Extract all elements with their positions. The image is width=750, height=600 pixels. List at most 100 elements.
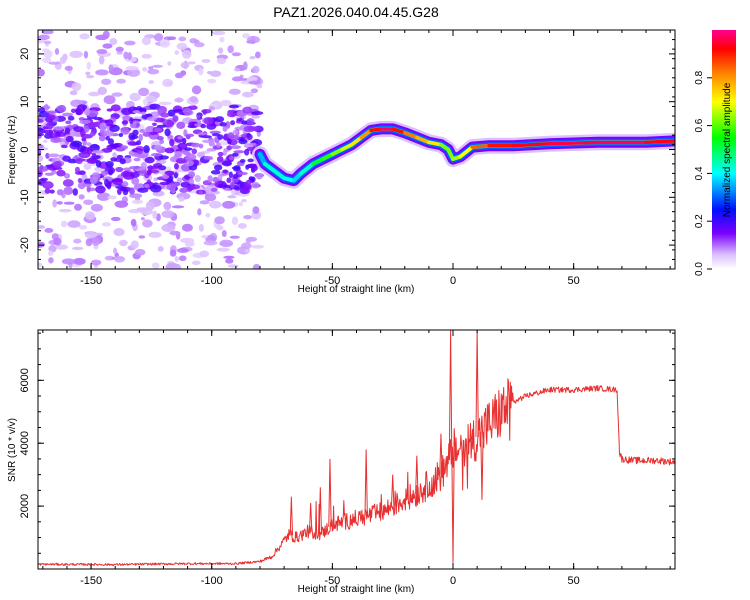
spectrogram-noise-blob bbox=[158, 101, 172, 106]
spectrogram-noise-blob bbox=[111, 92, 123, 97]
spectrogram-noise-blob bbox=[77, 177, 83, 184]
spectrogram-noise-blob bbox=[197, 208, 202, 216]
spectrogram-noise-blob bbox=[112, 177, 123, 186]
spectrogram-noise-blob bbox=[96, 49, 108, 55]
spectrogram-noise-blob bbox=[120, 127, 130, 135]
spectrogram-noise-blob bbox=[148, 66, 154, 70]
spectrogram-noise-blob bbox=[38, 34, 50, 40]
spectrogram-noise-blob bbox=[151, 262, 160, 269]
spectrogram-ridge-segment bbox=[330, 147, 344, 157]
spectrogram-noise-blob bbox=[46, 110, 58, 114]
spectrogram-noise-blob bbox=[147, 68, 160, 75]
spectrogram-noise-blob bbox=[115, 166, 124, 173]
spectrogram-noise-blob bbox=[139, 129, 146, 133]
spectrogram-noise-blob bbox=[38, 118, 44, 123]
spectrogram-noise-blob bbox=[244, 249, 251, 253]
spectrogram-noise-blob bbox=[236, 117, 243, 122]
spectrogram-noise-blob bbox=[227, 109, 234, 115]
spectrogram-noise-blob bbox=[252, 264, 261, 269]
colorbar-tick-label: 0.2 bbox=[694, 214, 705, 228]
spectrogram-noise-blob bbox=[44, 227, 54, 233]
spectrogram-noise-blob bbox=[107, 195, 117, 200]
spectrogram-noise-blob bbox=[219, 239, 234, 248]
spectrogram-noise-blob bbox=[38, 128, 46, 134]
spectrogram-noise-blob bbox=[142, 131, 151, 137]
spectrogram-noise-blob bbox=[86, 146, 93, 155]
spectrogram-noise-blob bbox=[248, 142, 257, 146]
spectrogram-noise-blob bbox=[150, 152, 162, 157]
colorbar-gradient bbox=[712, 30, 736, 269]
spectrogram-noise-blob bbox=[129, 92, 141, 102]
spectrogram-noise-blob bbox=[113, 228, 125, 237]
spectrogram-noise-blob bbox=[71, 82, 82, 91]
spectrogram-noise-blob bbox=[145, 95, 158, 103]
spectrogram-noise-blob bbox=[151, 64, 163, 68]
spectrogram-noise-blob bbox=[67, 220, 81, 228]
spectrogram-noise-blob bbox=[159, 39, 171, 48]
x-tick-label: 50 bbox=[568, 275, 580, 287]
spectrogram-noise-blob bbox=[129, 123, 140, 129]
spectrogram-noise-blob bbox=[122, 188, 129, 196]
spectrogram-ridge-segment bbox=[299, 162, 315, 176]
spectrogram-noise-blob bbox=[188, 121, 198, 128]
spectrogram-ridge-segment bbox=[446, 147, 455, 161]
spectrogram-noise-blob bbox=[239, 159, 246, 163]
spectrogram-noise-blob bbox=[251, 111, 264, 116]
spectrogram-noise-blob bbox=[191, 148, 198, 155]
spectrogram-noise-blob bbox=[200, 123, 207, 129]
spectrogram-noise-blob bbox=[86, 185, 91, 193]
spectrogram-noise-blob bbox=[202, 109, 207, 115]
spectrogram-noise-blob bbox=[245, 237, 252, 244]
spectrogram-noise-blob bbox=[62, 179, 74, 187]
spectrogram-noise-blob bbox=[197, 132, 208, 136]
spectrogram-noise-blob bbox=[176, 121, 186, 130]
spectrogram-noise-blob bbox=[95, 185, 106, 194]
spectrogram-noise-blob bbox=[222, 126, 228, 132]
spectrogram-noise-blob bbox=[218, 47, 224, 54]
spectrogram-noise-blob bbox=[183, 107, 193, 116]
spectrogram-noise-blob bbox=[129, 116, 134, 125]
spectrogram-noise-blob bbox=[57, 104, 67, 113]
spectrogram-noise-blob bbox=[84, 231, 98, 239]
spectrogram-noise-blob bbox=[229, 135, 240, 141]
spectrogram-noise-blob bbox=[164, 147, 175, 154]
spectrogram-noise-blob bbox=[62, 155, 71, 162]
spectrogram-noise-blob bbox=[225, 258, 234, 264]
snr-spike bbox=[448, 330, 453, 456]
spectrogram-noise-blob bbox=[174, 150, 183, 158]
spectrogram-noise-blob bbox=[153, 144, 162, 151]
spectrogram-noise-blob bbox=[189, 184, 201, 190]
spectrogram-noise-blob bbox=[188, 177, 194, 185]
spectrogram-noise-blob bbox=[209, 200, 222, 209]
spectrogram-noise-blob bbox=[56, 189, 64, 196]
spectrogram-noise-blob bbox=[38, 241, 45, 248]
spectrogram-ridge-segment bbox=[340, 142, 354, 152]
spectrogram-noise-blob bbox=[207, 175, 213, 183]
spectrogram-noise-blob bbox=[96, 192, 111, 201]
spectrogram-noise-blob bbox=[241, 199, 247, 203]
spectrogram-noise-blob bbox=[193, 42, 205, 48]
colorbar-tick-label: 0.8 bbox=[694, 70, 705, 84]
snr-x-axis: -150 -100 -50 0 50 bbox=[42, 330, 671, 587]
spectrogram-ridge-segment bbox=[320, 152, 335, 161]
spectrogram-noise-blob bbox=[61, 258, 76, 265]
spectrogram-noise-blob bbox=[64, 127, 71, 135]
spectrogram-noise-blob bbox=[230, 187, 236, 196]
spectrogram-noise-blob bbox=[255, 173, 263, 180]
spectrogram-noise-blob bbox=[112, 247, 118, 255]
spectrogram-noise-blob bbox=[227, 195, 237, 199]
spectrogram-noise-blob bbox=[65, 120, 72, 125]
spectrogram-noise-blob bbox=[249, 55, 256, 60]
y-tick-label: 10 bbox=[19, 96, 31, 108]
spectrogram-noise-blob bbox=[43, 49, 53, 59]
spectrogram-noise-blob bbox=[174, 72, 184, 79]
spectrogram-noise-blob bbox=[124, 40, 136, 46]
spectrogram-noise-blob bbox=[106, 181, 112, 190]
spectrogram-noise-blob bbox=[73, 126, 84, 132]
spectrogram-noise-blob bbox=[143, 183, 150, 188]
spectrogram-noise-blob bbox=[228, 88, 241, 95]
spectrogram-noise-blob bbox=[107, 138, 114, 145]
spectrogram-noise-blob bbox=[229, 235, 240, 239]
spectrogram-noise-blob bbox=[95, 69, 109, 76]
spectrogram-noise-blob bbox=[178, 196, 185, 202]
